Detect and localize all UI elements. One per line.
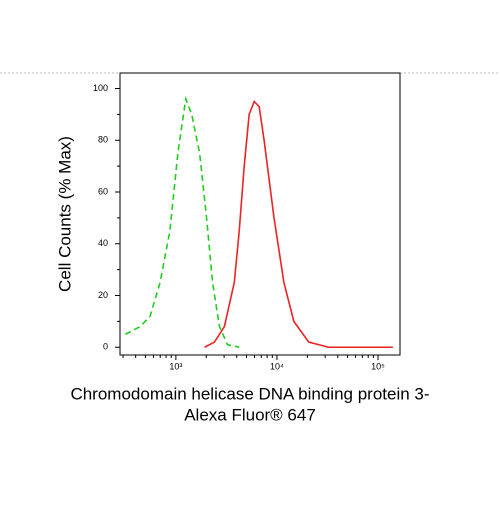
x-tick-label: 10⁵ <box>371 361 385 371</box>
y-tick-label: 100 <box>93 83 108 93</box>
y-tick-label: 20 <box>98 290 108 300</box>
x-axis-label: Alexa Fluor® 647 <box>184 405 316 424</box>
histogram-line <box>204 99 393 349</box>
x-axis-label: Chromodomain helicase DNA binding protei… <box>70 384 429 403</box>
y-tick-label: 0 <box>103 342 108 352</box>
y-axis-label: Cell Counts (% Max) <box>55 136 74 292</box>
plot-frame <box>119 72 401 356</box>
x-tick-label: 10⁴ <box>270 361 284 371</box>
histogram-line <box>124 95 240 349</box>
x-tick-label: 10³ <box>169 361 182 371</box>
y-tick-label: 40 <box>98 238 108 248</box>
y-tick-label: 80 <box>98 135 108 145</box>
y-tick-label: 60 <box>98 186 108 196</box>
